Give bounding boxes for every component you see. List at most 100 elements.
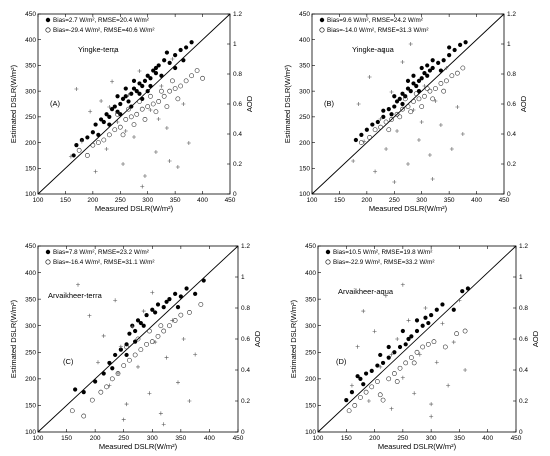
data-point-filled xyxy=(178,294,183,299)
aod-point xyxy=(362,139,367,144)
y-tick-label: 400 xyxy=(305,270,316,277)
data-point-open xyxy=(386,376,392,382)
data-point-open xyxy=(147,328,152,334)
data-point-open xyxy=(159,88,164,94)
data-point-filled xyxy=(71,153,76,158)
aod-point xyxy=(384,147,389,151)
y2-tick-label: 0.8 xyxy=(507,71,516,78)
data-point-filled xyxy=(118,101,123,107)
data-point-filled xyxy=(452,47,457,53)
y2-tick-label: 0.2 xyxy=(241,398,250,405)
data-point-filled xyxy=(397,96,402,101)
x-tick-label: 400 xyxy=(471,197,482,204)
y-tick-label: 350 xyxy=(305,296,316,303)
data-point-filled xyxy=(175,305,181,310)
data-point-open xyxy=(198,302,204,307)
data-point-filled xyxy=(409,334,414,339)
data-point-filled xyxy=(386,107,391,112)
aod-point xyxy=(463,368,468,372)
data-point-filled xyxy=(144,312,149,318)
data-point-filled xyxy=(447,45,452,50)
x-axis-label: Measured DSLR(W/m²) xyxy=(95,204,174,213)
data-point-open xyxy=(408,355,414,360)
aod-point xyxy=(400,282,405,287)
aod-point xyxy=(429,414,434,419)
data-point-filled xyxy=(85,135,90,140)
y2-tick-label: 0.6 xyxy=(233,101,242,108)
data-point-filled xyxy=(101,119,106,125)
x-tick-label: 100 xyxy=(33,435,44,442)
x-tick-label: 450 xyxy=(233,435,244,442)
x-tick-label: 350 xyxy=(444,197,455,204)
data-point-open xyxy=(167,323,172,329)
aod-point xyxy=(164,355,169,360)
y-tick-label: 150 xyxy=(305,403,316,410)
data-point-open xyxy=(76,147,82,153)
legend-entry: Bias=2.7 W/m², RMSE=20.4 W/m² xyxy=(53,17,149,24)
data-point-filled xyxy=(460,289,465,294)
data-point-open xyxy=(454,70,460,76)
y-tick-label: 200 xyxy=(299,140,310,147)
data-point-filled xyxy=(90,130,95,135)
data-point-filled xyxy=(153,310,158,315)
data-point-filled xyxy=(451,307,456,312)
data-point-filled xyxy=(118,347,123,352)
data-point-filled xyxy=(422,71,427,76)
x-tick-label: 300 xyxy=(147,435,158,442)
data-point-open xyxy=(427,88,433,94)
y-tick-label: 350 xyxy=(25,63,36,70)
data-point-open xyxy=(454,331,459,337)
data-point-filled xyxy=(405,78,411,83)
y2-tick-label: 0.6 xyxy=(507,101,516,108)
aod-point xyxy=(406,318,411,323)
aod-point xyxy=(76,282,80,287)
aod-point xyxy=(153,340,158,345)
data-point-open xyxy=(375,379,380,384)
data-point-filled xyxy=(101,371,106,376)
y2-tick-label: 0.4 xyxy=(241,367,250,374)
data-point-open xyxy=(95,140,101,145)
data-point-open xyxy=(358,140,364,145)
data-point-open xyxy=(411,360,417,366)
y-tick-label: 100 xyxy=(25,191,36,198)
y-tick-label: 300 xyxy=(305,323,316,330)
aod-point xyxy=(438,123,443,127)
legend-marker-open xyxy=(45,259,51,265)
data-point-filled xyxy=(403,342,408,347)
aod-point xyxy=(79,139,84,144)
legend-marker-open xyxy=(325,259,331,265)
data-point-filled xyxy=(141,323,146,328)
data-point-open xyxy=(444,78,449,84)
data-point-open xyxy=(117,124,123,130)
data-point-filled xyxy=(400,101,405,107)
panel-label: (B) xyxy=(324,99,335,108)
data-point-filled xyxy=(126,99,131,104)
y-tick-label: 100 xyxy=(305,429,316,436)
data-point-filled xyxy=(380,360,386,366)
data-point-open xyxy=(124,344,129,350)
data-point-open xyxy=(121,363,127,368)
y-tick-label: 250 xyxy=(305,349,316,356)
y-tick-label: 250 xyxy=(299,114,310,121)
legend-marker-filled xyxy=(45,249,51,255)
y-tick-label: 250 xyxy=(25,349,36,356)
site-label: Yingke-terra xyxy=(78,45,119,54)
aod-point xyxy=(373,169,378,174)
aod-point xyxy=(417,352,422,357)
x-tick-label: 350 xyxy=(175,435,186,442)
data-point-filled xyxy=(434,307,439,312)
data-point-open xyxy=(115,111,120,117)
data-point-filled xyxy=(93,122,98,127)
data-point-filled xyxy=(392,94,397,99)
x-tick-label: 300 xyxy=(416,197,427,204)
aod-point xyxy=(116,371,120,376)
legend-entry: Bias=-29.4 W/m², RMSE=40.6 W/m² xyxy=(53,27,154,34)
data-point-filled xyxy=(140,83,145,89)
data-point-open xyxy=(441,88,447,94)
data-point-filled xyxy=(109,107,115,112)
aod-point xyxy=(121,162,126,166)
data-point-filled xyxy=(153,65,159,71)
data-point-filled xyxy=(400,91,405,96)
y-tick-label: 400 xyxy=(25,270,36,277)
x-tick-label: 350 xyxy=(454,435,465,442)
